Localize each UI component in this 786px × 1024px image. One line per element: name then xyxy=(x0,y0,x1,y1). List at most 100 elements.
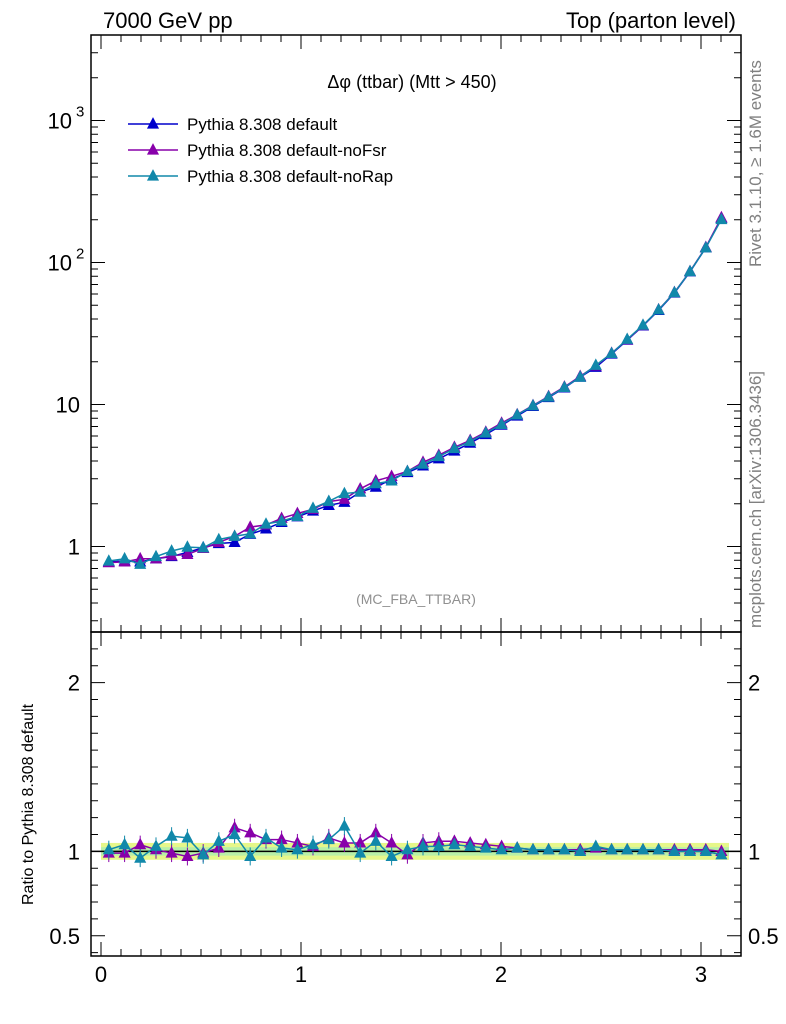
ratio-y-tick-label-right: 2 xyxy=(748,671,760,696)
ratio-point-1 xyxy=(134,851,147,863)
data-point-1 xyxy=(181,547,194,560)
ratio-point-1 xyxy=(369,834,382,846)
legend-label-2: Pythia 8.308 default-noRap xyxy=(187,167,393,186)
ratio-point-1 xyxy=(322,832,335,845)
data-point-2 xyxy=(558,380,571,392)
ratio-point-0 xyxy=(385,836,398,848)
ratio-point-0 xyxy=(338,836,351,848)
ratio-point-1 xyxy=(589,839,602,851)
data-point-2 xyxy=(574,370,587,382)
ratio-point-0 xyxy=(244,825,257,838)
x-tick-label: 2 xyxy=(495,962,507,987)
data-point-2 xyxy=(118,551,131,564)
ratio-point-0 xyxy=(165,846,178,858)
ratio-point-1 xyxy=(526,842,540,855)
ratio-point-0 xyxy=(181,849,194,862)
data-point-0 xyxy=(228,535,241,547)
ratio-point-1 xyxy=(605,842,618,855)
x-tick-label: 1 xyxy=(295,962,307,987)
ratio-point-1 xyxy=(621,842,634,855)
y-tick-label: 1 xyxy=(68,535,80,560)
y-tick-label-exponent: 3 xyxy=(76,103,84,120)
ratio-point-1 xyxy=(149,839,163,851)
analysis-watermark: (MC_FBA_TTBAR) xyxy=(356,591,476,607)
legend-label-1: Pythia 8.308 default-noFsr xyxy=(187,141,387,160)
data-point-2 xyxy=(715,212,728,225)
ratio-point-1 xyxy=(275,841,288,853)
data-point-2 xyxy=(244,526,257,539)
data-point-2 xyxy=(338,486,351,499)
data-point-2 xyxy=(605,346,618,359)
ratio-point-1 xyxy=(495,842,508,855)
y-tick-label: 10 xyxy=(48,108,72,133)
ratio-point-1 xyxy=(118,837,131,850)
ratio-point-1 xyxy=(652,842,665,855)
header-right: Top (parton level) xyxy=(566,8,736,33)
ratio-point-1 xyxy=(464,839,477,851)
ratio-line-1 xyxy=(108,824,722,860)
legend-label-0: Pythia 8.308 default xyxy=(187,115,338,134)
series-line-2 xyxy=(108,219,723,566)
ratio-point-1 xyxy=(448,837,461,850)
data-point-2 xyxy=(416,457,430,469)
legend-marker-2 xyxy=(146,169,160,181)
legend-marker-1 xyxy=(146,143,160,155)
ratio-point-1 xyxy=(558,842,571,855)
data-point-2 xyxy=(401,464,414,477)
data-point-2 xyxy=(385,474,398,486)
plot-title: Δφ (ttbar) (Mtt > 450) xyxy=(327,72,496,92)
data-point-2 xyxy=(495,417,508,429)
ratio-panel-frame xyxy=(90,631,742,957)
ratio-point-1 xyxy=(181,831,194,843)
ratio-y-tick-label-right: 0.5 xyxy=(748,924,779,949)
ratio-point-1 xyxy=(683,844,697,856)
data-point-2 xyxy=(291,509,304,521)
y-tick-label: 10 xyxy=(56,393,80,418)
ratio-point-1 xyxy=(306,837,320,850)
data-point-2 xyxy=(526,398,540,411)
ratio-point-1 xyxy=(511,841,524,853)
ratio-y-tick-label: 2 xyxy=(68,671,80,696)
data-point-2 xyxy=(134,557,147,569)
data-point-2 xyxy=(228,529,241,541)
data-point-1 xyxy=(338,492,351,504)
data-point-2 xyxy=(197,540,210,553)
ratio-point-0 xyxy=(354,836,367,848)
data-point-2 xyxy=(479,426,492,438)
series-line-1 xyxy=(108,217,723,564)
data-point-2 xyxy=(668,285,681,298)
ratio-point-0 xyxy=(275,832,288,845)
data-point-2 xyxy=(699,240,712,253)
data-point-2 xyxy=(212,532,225,545)
series-line-0 xyxy=(108,217,723,563)
data-point-2 xyxy=(432,449,445,462)
data-point-2 xyxy=(636,318,650,330)
ratio-point-1 xyxy=(244,849,257,862)
ratio-point-1 xyxy=(416,839,430,851)
ratio-point-1 xyxy=(197,847,210,860)
ratio-y-tick-label: 0.5 xyxy=(49,924,80,949)
y-tick-label-exponent: 2 xyxy=(76,245,84,262)
data-point-2 xyxy=(464,434,477,446)
data-point-2 xyxy=(589,358,602,370)
data-point-2 xyxy=(181,540,194,552)
ratio-point-1 xyxy=(479,841,492,853)
header-left: 7000 GeV pp xyxy=(103,8,233,33)
data-point-2 xyxy=(369,476,382,489)
data-point-2 xyxy=(322,494,335,506)
data-point-2 xyxy=(542,390,555,402)
data-point-2 xyxy=(102,554,115,566)
ratio-point-1 xyxy=(699,844,712,856)
data-point-2 xyxy=(354,485,367,497)
ratio-point-1 xyxy=(715,847,728,860)
ratio-point-1 xyxy=(385,849,398,862)
data-point-2 xyxy=(448,441,461,454)
ratio-point-1 xyxy=(259,831,273,843)
ratio-point-1 xyxy=(542,842,555,855)
data-point-2 xyxy=(259,517,273,529)
data-point-2 xyxy=(683,264,697,277)
ratio-point-1 xyxy=(102,842,115,855)
data-point-2 xyxy=(149,549,163,562)
ratio-point-0 xyxy=(134,837,147,850)
